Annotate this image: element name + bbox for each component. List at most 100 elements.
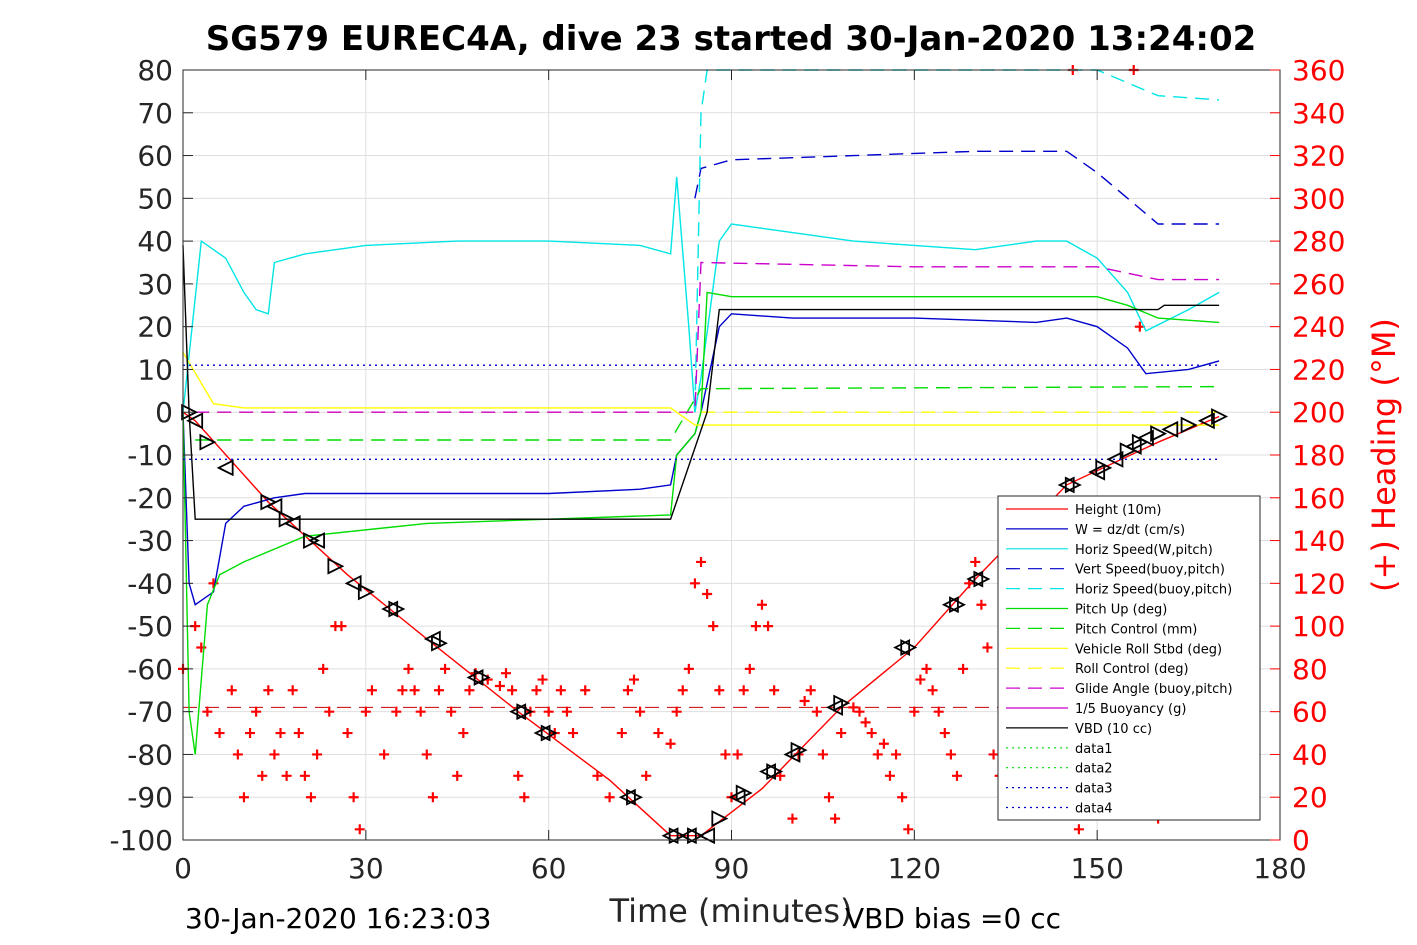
heading-point: [958, 663, 969, 674]
depth-marker: [698, 827, 716, 845]
heading-point: [909, 706, 920, 717]
legend-label: W = dz/dt (cm/s): [1075, 523, 1185, 538]
depth-marker: [1064, 476, 1082, 494]
legend-label: VBD (10 cc): [1075, 722, 1152, 737]
heading-point: [671, 706, 682, 717]
legend-label: Pitch Control (mm): [1075, 622, 1197, 637]
right-y-tick-label: 220: [1292, 353, 1345, 386]
legend-label: data3: [1075, 782, 1113, 797]
y-tick-label: -20: [127, 482, 173, 515]
axes: 0 30 60 90 120 150 18080706050403020100-10-20-…: [109, 54, 1345, 885]
series-line: [195, 261, 1220, 413]
heading-point: [1073, 824, 1084, 835]
heading-point: [988, 749, 999, 760]
y-tick-label: -70: [127, 696, 173, 729]
depth-marker: [1124, 437, 1142, 455]
depth-marker: [941, 596, 959, 614]
heading-point: [689, 578, 700, 589]
heading-point: [982, 642, 993, 653]
heading-point: [635, 706, 646, 717]
right-y-tick-label: 100: [1292, 610, 1345, 643]
right-y-tick-label: 20: [1292, 781, 1328, 814]
right-y-tick-label: 0: [1292, 824, 1310, 857]
heading-point: [677, 685, 688, 696]
heading-point: [878, 738, 889, 749]
depth-marker: [303, 532, 320, 550]
heading-point: [860, 717, 871, 728]
depth-marker: [1150, 425, 1168, 443]
right-y-tick-label: 140: [1292, 525, 1345, 558]
legend-label: Vehicle Roll Stbd (deg): [1075, 642, 1222, 657]
depth-marker: [618, 788, 636, 806]
heading-point: [568, 728, 579, 739]
depth-marker: [181, 403, 199, 421]
series-line: [195, 385, 1220, 441]
heading-point: [519, 792, 530, 803]
y-tick-label: -60: [127, 653, 173, 686]
heading-point: [336, 621, 347, 632]
series-line: [694, 150, 1220, 225]
depth-marker: [283, 514, 301, 532]
heading-point: [769, 685, 780, 696]
depth-marker: [728, 788, 746, 806]
heading-point: [756, 599, 767, 610]
heading-point: [628, 674, 639, 685]
right-y-tick-label: 40: [1292, 738, 1328, 771]
depth-marker: [661, 827, 679, 845]
depth-marker: [308, 532, 325, 550]
right-y-tick-label: 80: [1292, 653, 1328, 686]
heading-point: [501, 668, 512, 679]
legend-label: data4: [1075, 802, 1113, 817]
heading-point: [342, 728, 353, 739]
heading-point: [744, 663, 755, 674]
heading-point: [299, 770, 310, 781]
x-tick-label: 0: [174, 852, 192, 885]
depth-marker: [466, 668, 484, 686]
depth-marker: [540, 724, 558, 742]
heading-point: [665, 738, 676, 749]
heading-point: [824, 792, 835, 803]
legend-label: Glide Angle (buoy,pitch): [1075, 682, 1233, 697]
x-axis-label: Time (minutes): [609, 892, 853, 930]
heading-point: [196, 642, 207, 653]
series-line: [182, 245, 1220, 520]
heading-point: [257, 770, 268, 781]
heading-point: [391, 706, 402, 717]
depth-marker: [966, 570, 984, 588]
heading-point: [854, 706, 865, 717]
heading-point: [507, 685, 518, 696]
depth-marker: [388, 600, 406, 618]
depth-marker: [1057, 476, 1075, 494]
depth-marker: [1197, 412, 1215, 430]
chart-title: SG579 EUREC4A, dive 23 started 30-Jan-20…: [206, 19, 1257, 59]
depth-marker: [1211, 408, 1229, 425]
right-y-tick-label: 120: [1292, 567, 1345, 600]
legend-box: [997, 495, 1261, 821]
heading-point: [622, 685, 633, 696]
heading-point: [696, 556, 707, 567]
heading-point: [275, 728, 286, 739]
depth-marker: [826, 698, 844, 716]
depth-marker: [473, 668, 491, 686]
depth-marker: [431, 634, 448, 652]
heading-point: [421, 749, 432, 760]
depth-marker: [357, 583, 375, 601]
depth-marker: [783, 745, 801, 763]
heading-point: [397, 685, 408, 696]
depth-marker: [1106, 450, 1124, 468]
heading-point: [312, 749, 323, 760]
depth-marker: [949, 596, 967, 614]
y-tick-label: 40: [137, 225, 173, 258]
x-tick-label: 30: [348, 852, 384, 885]
heading-point: [251, 706, 262, 717]
heading-point: [269, 749, 280, 760]
heading-point: [592, 770, 603, 781]
heading-point: [732, 749, 743, 760]
series-line: [182, 291, 1220, 755]
depth-marker: [216, 459, 234, 477]
heading-point: [836, 728, 847, 739]
legend-label: Pitch Up (deg): [1075, 603, 1167, 618]
depth-marker: [327, 557, 345, 575]
legend-label: data2: [1075, 762, 1113, 777]
